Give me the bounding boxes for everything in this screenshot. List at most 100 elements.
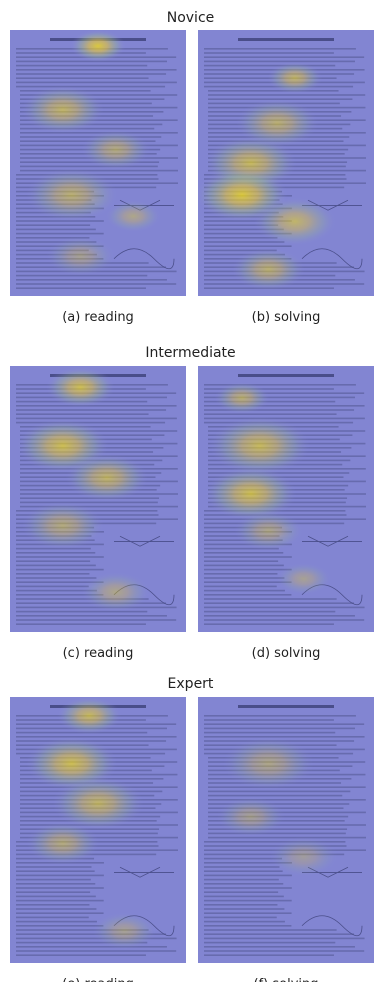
- doc-line: [16, 283, 176, 285]
- doc-line: [204, 556, 292, 558]
- doc-line: [204, 594, 291, 596]
- figure: Novice(a) reading(b) solvingIntermediate…: [0, 0, 381, 982]
- doc-line: [204, 942, 335, 944]
- doc-line: [16, 870, 95, 872]
- doc-line: [20, 170, 178, 172]
- heatmap-panel: [198, 697, 374, 963]
- doc-line: [204, 723, 364, 725]
- doc-line: [16, 69, 177, 71]
- heat-spot: [22, 86, 104, 134]
- doc-line: [204, 56, 364, 58]
- heat-spot: [232, 248, 305, 291]
- doc-line: [16, 577, 96, 579]
- doc-line: [16, 946, 167, 948]
- doc-line: [204, 560, 278, 562]
- doc-line: [16, 86, 165, 88]
- doc-line: [16, 891, 90, 893]
- heat-spot: [92, 912, 156, 949]
- doc-line: [204, 573, 277, 575]
- doc-line: [204, 413, 337, 415]
- doc-line: [204, 598, 337, 600]
- heatmap-panel: [198, 30, 374, 296]
- heat-spot: [81, 130, 150, 170]
- doc-line: [16, 405, 177, 407]
- doc-line: [204, 565, 284, 567]
- doc-line: [16, 279, 167, 281]
- group-title: Expert: [0, 676, 381, 692]
- heat-spot: [106, 200, 161, 232]
- doc-line: [16, 422, 165, 424]
- doc-line: [204, 586, 277, 588]
- doc-line: [204, 870, 283, 872]
- doc-heading: [238, 705, 334, 708]
- heat-spot: [267, 62, 322, 94]
- heat-spot: [209, 417, 310, 476]
- doc-line: [204, 917, 277, 919]
- doc-line: [204, 65, 335, 67]
- doc-line: [204, 728, 355, 730]
- doc-line: [204, 577, 284, 579]
- doc-line: [16, 224, 90, 226]
- doc-line: [208, 833, 346, 835]
- doc-line: [16, 233, 104, 235]
- heatmap-panel: [10, 30, 186, 296]
- doc-line: [16, 921, 97, 923]
- heat-spot: [46, 367, 115, 407]
- doc-line: [16, 904, 89, 906]
- heat-spot: [269, 837, 338, 877]
- doc-line: [204, 921, 285, 923]
- doc-line: [16, 573, 89, 575]
- doc-line: [16, 887, 104, 889]
- doc-line: [16, 560, 90, 562]
- doc-line: [204, 61, 355, 63]
- doc-line: [204, 946, 355, 948]
- doc-line: [208, 94, 365, 96]
- doc-line: [204, 925, 291, 927]
- heat-spot: [57, 697, 121, 734]
- caption: (e) reading: [10, 977, 186, 982]
- heat-spot: [234, 511, 303, 551]
- caption: (a) reading: [10, 310, 186, 325]
- doc-line: [16, 77, 149, 79]
- doc-line: [16, 569, 104, 571]
- doc-line: [16, 736, 177, 738]
- heatmap-panel: [10, 366, 186, 632]
- doc-line: [16, 875, 104, 877]
- doc-line: [204, 887, 292, 889]
- heat-spot: [66, 454, 148, 502]
- heat-spot: [26, 822, 99, 865]
- doc-line: [208, 791, 350, 793]
- doc-line: [16, 917, 89, 919]
- heat-spot: [276, 563, 331, 595]
- caption: (c) reading: [10, 646, 186, 661]
- heat-spot: [22, 502, 104, 550]
- doc-line: [204, 418, 365, 420]
- doc-line: [204, 602, 354, 604]
- doc-line: [204, 52, 334, 54]
- doc-line: [16, 565, 96, 567]
- doc-line: [204, 619, 364, 621]
- doc-line: [16, 879, 91, 881]
- doc-line: [204, 929, 337, 931]
- doc-line: [204, 891, 278, 893]
- doc-line: [16, 73, 166, 75]
- heat-spot: [71, 30, 126, 62]
- doc-line: [204, 875, 292, 877]
- doc-line: [204, 48, 356, 50]
- doc-line: [16, 418, 177, 420]
- doc-line: [204, 715, 356, 717]
- doc-line: [204, 908, 284, 910]
- doc-line: [204, 933, 354, 935]
- heat-spot: [223, 737, 315, 790]
- doc-line: [208, 795, 342, 797]
- heat-spot: [81, 572, 150, 612]
- caption: (d) solving: [198, 646, 374, 661]
- doc-line: [16, 586, 89, 588]
- doc-line: [204, 611, 335, 613]
- heat-spot: [26, 168, 118, 221]
- group-title: Intermediate: [0, 345, 381, 361]
- caption: (f) solving: [198, 977, 374, 982]
- doc-line: [204, 900, 292, 902]
- doc-line: [204, 607, 365, 609]
- doc-line: [16, 896, 96, 898]
